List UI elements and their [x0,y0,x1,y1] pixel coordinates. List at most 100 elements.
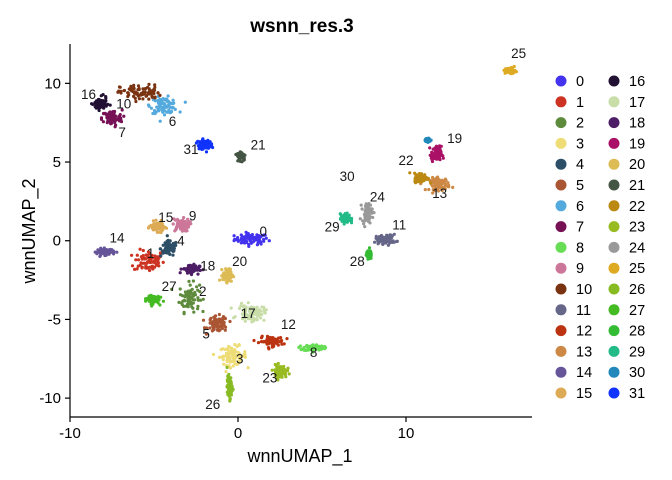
cluster-9-point [178,227,183,231]
cluster-17-point [246,317,250,321]
y-axis-title: wnnUMAP_2 [19,178,40,284]
cluster-23-point [280,373,284,378]
cluster-31-point [201,145,206,149]
legend-label-4: 4 [576,157,584,173]
cluster-10-point [122,88,126,93]
cluster-11-point [385,233,389,237]
cluster-13-point [433,187,437,191]
cluster-7-point [112,111,116,115]
cluster-26-point [228,399,232,403]
cluster-27-point [159,295,163,299]
cluster-5-point [204,332,208,336]
cluster-label-18: 18 [200,259,215,274]
cluster-17-point [245,313,249,317]
cluster-26-point [228,386,232,390]
cluster-12-point [276,336,281,340]
legend-label-28: 28 [629,324,645,340]
cluster-1-point [146,260,150,264]
cluster-7-point [109,122,113,126]
cluster-9-point [182,216,186,220]
cluster-5-point [211,324,215,328]
cluster-24-point [368,221,372,225]
cluster-10-point [117,85,122,89]
cluster-15-point [156,225,160,229]
cluster-13-point [427,187,431,192]
cluster-4-point [165,239,169,243]
cluster-18-point [201,268,205,272]
legend-label-20: 20 [629,157,645,173]
cluster-17-point [241,304,245,309]
legend-label-13: 13 [576,344,592,360]
cluster-21-point [242,153,246,157]
cluster-17-point [243,311,247,315]
cluster-label-15: 15 [158,210,173,225]
cluster-6-point [156,108,160,112]
cluster-31-point [211,145,215,150]
cluster-2-point [196,307,200,311]
cluster-2-point [182,298,186,302]
cluster-6-point [171,106,175,110]
cluster-9-point [183,224,187,228]
cluster-label-26: 26 [205,397,220,412]
cluster-13-point [446,181,450,185]
cluster-20-point [221,275,225,279]
legend-label-29: 29 [629,344,645,360]
cluster-24-point [366,203,370,207]
cluster-10-point [147,97,151,101]
cluster-5-point [223,317,227,321]
cluster-19-point [436,147,440,151]
cluster-26-point [227,372,231,377]
cluster-0-point [240,238,244,242]
cluster-6-point [167,108,171,112]
legend-label-22: 22 [629,199,645,215]
cluster-2-point [170,287,174,291]
cluster-8-point [306,344,310,349]
cluster-1-point [142,257,147,261]
cluster-7-point [112,119,116,123]
cluster-9-point [178,224,182,228]
legend-swatch-1 [555,96,567,108]
cluster-4-point [159,254,163,258]
x-axis-title: wnnUMAP_1 [246,446,352,467]
cluster-18-point [196,272,200,276]
cluster-17-point [252,306,256,310]
cluster-1-point [153,256,157,261]
legend-swatch-28 [608,325,620,337]
cluster-12-point [269,336,273,340]
cluster-4-point [168,243,172,248]
legend-label-2: 2 [576,116,584,132]
cluster-24-point [362,222,366,226]
cluster-1-point [150,264,154,268]
cluster-2-point [187,279,191,283]
cluster-5-point [220,317,224,321]
cluster-label-6: 6 [169,114,177,129]
cluster-6-point [154,110,158,114]
cluster-9-point [171,222,175,226]
cluster-15-point [161,227,165,231]
cluster-25-point [504,67,508,71]
cluster-23-point [282,371,287,375]
cluster-label-16: 16 [81,87,96,102]
cluster-15-point [159,218,163,222]
legend-swatch-11 [555,304,567,316]
cluster-5-point [209,321,213,325]
cluster-6-point [146,103,151,107]
cluster-8-point [311,350,315,354]
cluster-25-point [512,64,516,69]
cluster-0-point [248,234,253,238]
cluster-15-point [154,227,158,231]
cluster-17-point [248,310,252,314]
cluster-9-point [172,217,176,221]
legend-swatch-2 [555,117,567,129]
cluster-6-point [157,104,161,108]
cluster-label-23: 23 [262,370,277,385]
cluster-8-point [302,348,306,352]
cluster-11-point [388,237,392,241]
cluster-3-point [222,362,226,366]
cluster-3-point [230,359,234,363]
cluster-23-point [273,368,277,372]
cluster-16-point [91,102,95,106]
cluster-20-point [228,279,232,283]
cluster-4-point [170,244,174,248]
cluster-3-point [237,360,241,365]
